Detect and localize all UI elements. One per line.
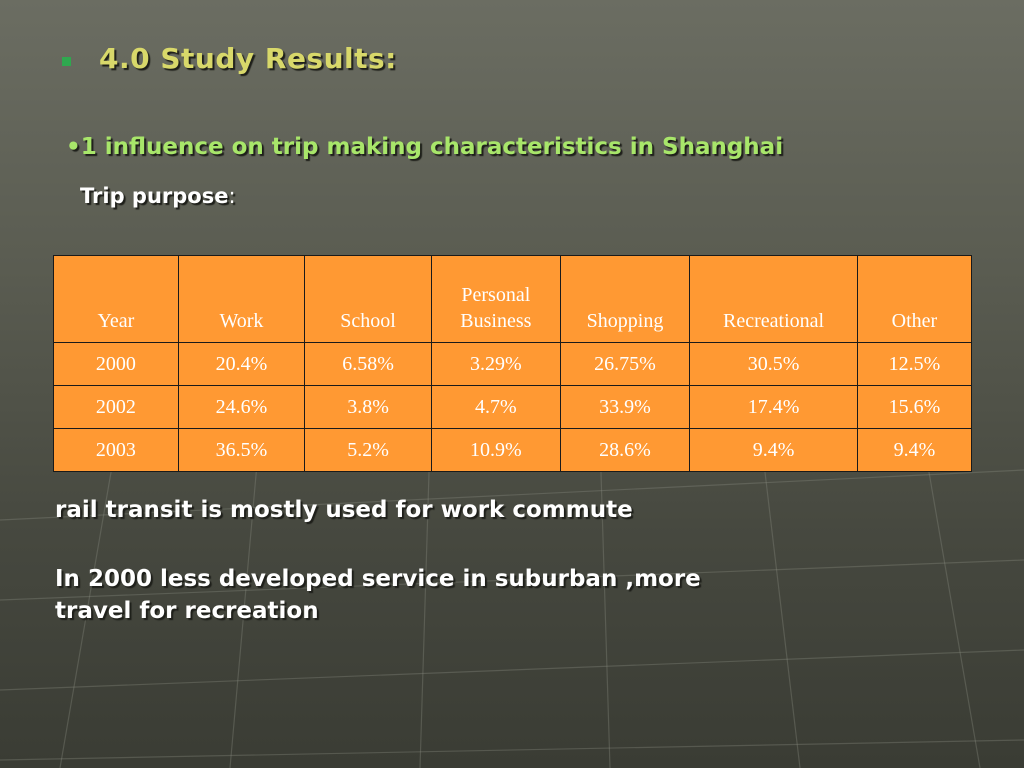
cell-recreational: 17.4% [689,385,858,429]
header-personal: Personal [461,284,531,306]
note-recreation-line1: In 2000 less developed service in suburb… [55,566,701,592]
section-label: Trip purpose: [80,184,236,208]
cell-other: 15.6% [856,385,973,429]
table-header-row: Year Work School Personal Business Shoppi… [53,255,973,343]
cell-personal-business: 10.9% [430,428,561,472]
note-recreation-line2: travel for recreation [55,598,319,624]
cell-recreational: 30.5% [689,342,858,386]
cell-personal-business: 4.7% [430,385,561,429]
header-other: Other [856,255,973,343]
title-row: 4.0 Study Results: [62,42,397,75]
note-recreation: In 2000 less developed service in suburb… [55,563,875,627]
cell-year: 2002 [53,385,179,429]
trip-purpose-table: Year Work School Personal Business Shoppi… [53,255,973,472]
header-business: Business [460,310,532,332]
header-personal-business: Personal Business [430,255,561,343]
header-shopping: Shopping [559,255,691,343]
cell-shopping: 33.9% [559,385,691,429]
section-label-text: Trip purpose [80,184,229,208]
cell-work: 36.5% [177,428,306,472]
cell-school: 5.2% [304,428,432,472]
header-work: Work [177,255,306,343]
slide-title: 4.0 Study Results: [99,42,397,75]
cell-shopping: 28.6% [559,428,691,472]
cell-personal-business: 3.29% [430,342,561,386]
cell-year: 2000 [53,342,179,386]
cell-other: 12.5% [856,342,973,386]
cell-work: 24.6% [177,385,306,429]
note-work-commute: rail transit is mostly used for work com… [55,497,633,523]
table-row: 2002 24.6% 3.8% 4.7% 33.9% 17.4% 15.6% [53,385,973,429]
square-bullet-icon [62,57,71,66]
header-recreational: Recreational [689,255,858,343]
cell-work: 20.4% [177,342,306,386]
cell-recreational: 9.4% [689,428,858,472]
cell-shopping: 26.75% [559,342,691,386]
slide-subtitle: •1 influence on trip making characterist… [66,134,784,160]
cell-other: 9.4% [856,428,973,472]
header-year: Year [53,255,179,343]
header-school: School [304,255,432,343]
cell-school: 6.58% [304,342,432,386]
section-label-colon: : [228,184,236,208]
table-row: 2003 36.5% 5.2% 10.9% 28.6% 9.4% 9.4% [53,428,973,472]
cell-year: 2003 [53,428,179,472]
cell-school: 3.8% [304,385,432,429]
table-row: 2000 20.4% 6.58% 3.29% 26.75% 30.5% 12.5… [53,342,973,386]
